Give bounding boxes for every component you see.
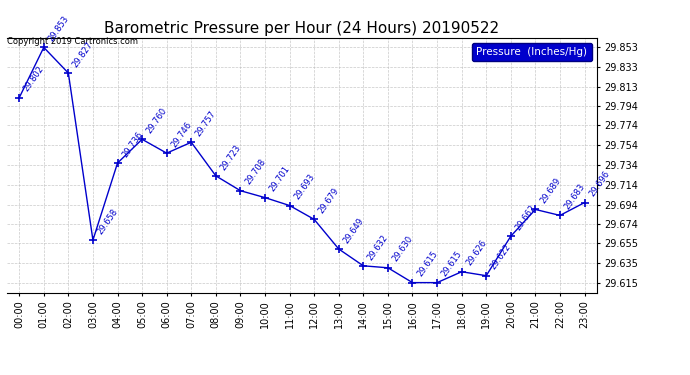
Title: Barometric Pressure per Hour (24 Hours) 20190522: Barometric Pressure per Hour (24 Hours) …: [104, 21, 500, 36]
Text: 29.658: 29.658: [96, 207, 120, 236]
Text: 29.615: 29.615: [440, 249, 464, 279]
Text: 29.615: 29.615: [415, 249, 440, 279]
Text: 29.827: 29.827: [71, 40, 95, 69]
Text: 29.649: 29.649: [342, 216, 366, 245]
Legend: Pressure  (Inches/Hg): Pressure (Inches/Hg): [473, 43, 591, 61]
Text: 29.760: 29.760: [145, 106, 169, 135]
Text: 29.683: 29.683: [563, 182, 587, 211]
Text: 29.746: 29.746: [170, 120, 193, 149]
Text: 29.622: 29.622: [489, 243, 513, 272]
Text: 29.626: 29.626: [464, 238, 489, 268]
Text: 29.708: 29.708: [243, 158, 267, 186]
Text: 29.693: 29.693: [293, 172, 317, 201]
Text: 29.736: 29.736: [120, 130, 144, 159]
Text: 29.696: 29.696: [587, 170, 611, 198]
Text: 29.853: 29.853: [46, 14, 70, 43]
Text: 29.701: 29.701: [268, 165, 292, 194]
Text: Copyright 2019 Cartronics.com: Copyright 2019 Cartronics.com: [7, 38, 138, 46]
Text: 29.689: 29.689: [538, 176, 562, 205]
Text: 29.679: 29.679: [317, 186, 341, 215]
Text: 29.757: 29.757: [194, 109, 218, 138]
Text: 29.662: 29.662: [513, 203, 538, 232]
Text: 29.630: 29.630: [391, 235, 415, 264]
Text: 29.802: 29.802: [22, 65, 46, 94]
Text: 29.632: 29.632: [366, 232, 390, 262]
Text: 29.723: 29.723: [219, 142, 243, 172]
